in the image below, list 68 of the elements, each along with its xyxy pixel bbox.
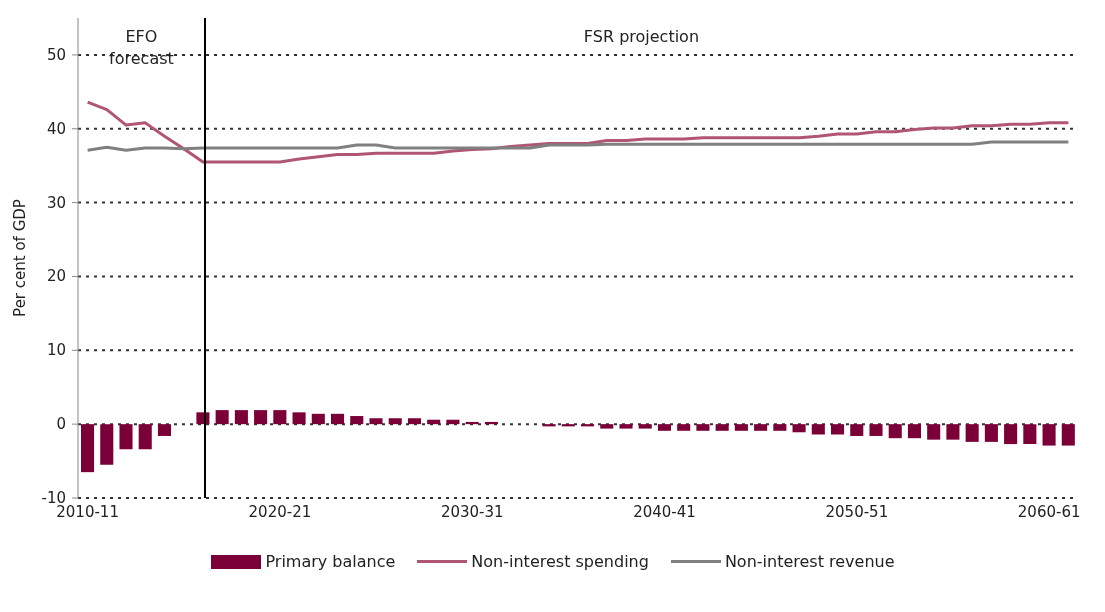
bar (215, 410, 229, 425)
bar (465, 421, 479, 425)
bar (234, 410, 248, 425)
bar (831, 424, 845, 435)
bar (715, 424, 729, 431)
bar (869, 424, 883, 436)
bar (677, 424, 691, 431)
bar (388, 418, 402, 425)
y-tick-label: 50 (46, 45, 66, 64)
bar (561, 424, 575, 427)
bar (119, 424, 133, 450)
bar (850, 424, 864, 436)
bar (754, 424, 768, 431)
bar (984, 424, 998, 442)
bar (696, 424, 710, 431)
y-tick-label: 20 (46, 267, 66, 286)
x-tick-label: 2040-41 (633, 502, 696, 521)
bar (292, 412, 306, 425)
bar (600, 424, 614, 429)
legend-label: Non-interest spending (471, 552, 649, 571)
bar (1023, 424, 1037, 445)
bar (157, 424, 171, 436)
bar (331, 413, 345, 425)
bar (811, 424, 825, 435)
y-axis-title: Per cent of GDP (11, 199, 30, 317)
bar (446, 419, 460, 425)
x-tick-label: 2030-31 (440, 502, 504, 521)
bar (369, 418, 383, 425)
bar (407, 418, 421, 425)
bar (100, 424, 114, 465)
bar (311, 413, 325, 425)
bar (888, 424, 902, 439)
x-tick-label: 2050-51 (825, 502, 889, 521)
legend-label: Primary balance (265, 552, 396, 571)
line-series (86, 140, 1070, 152)
bar (350, 416, 364, 425)
bar (1042, 424, 1056, 446)
bar (254, 410, 268, 425)
x-tick-label: 2060-61 (1017, 502, 1081, 521)
bar (619, 424, 633, 429)
bar (638, 424, 652, 429)
annotation: EFO forecast (108, 26, 175, 70)
bar (657, 424, 671, 431)
bar (946, 424, 960, 440)
bar (81, 424, 95, 473)
legend-label: Non-interest revenue (724, 552, 895, 571)
bar (965, 424, 979, 442)
bar (792, 424, 806, 433)
bar (1004, 424, 1018, 445)
bar (484, 421, 498, 425)
bar (542, 424, 556, 427)
bar (773, 424, 787, 431)
bar (427, 419, 441, 425)
bar (581, 424, 595, 427)
y-tick-label: 0 (56, 415, 66, 434)
x-tick-label: 2010-11 (56, 502, 119, 521)
bar (1061, 424, 1075, 446)
bar (273, 410, 287, 425)
annotation: FSR projection (582, 26, 701, 48)
x-tick-label: 2020-21 (248, 502, 312, 521)
y-tick-label: 30 (46, 193, 66, 212)
bar (907, 424, 921, 439)
y-tick-label: 10 (46, 341, 66, 360)
y-tick-label: 40 (46, 119, 66, 138)
bar (138, 424, 152, 450)
line-series (86, 100, 1070, 164)
bar (927, 424, 941, 440)
bar (734, 424, 748, 431)
